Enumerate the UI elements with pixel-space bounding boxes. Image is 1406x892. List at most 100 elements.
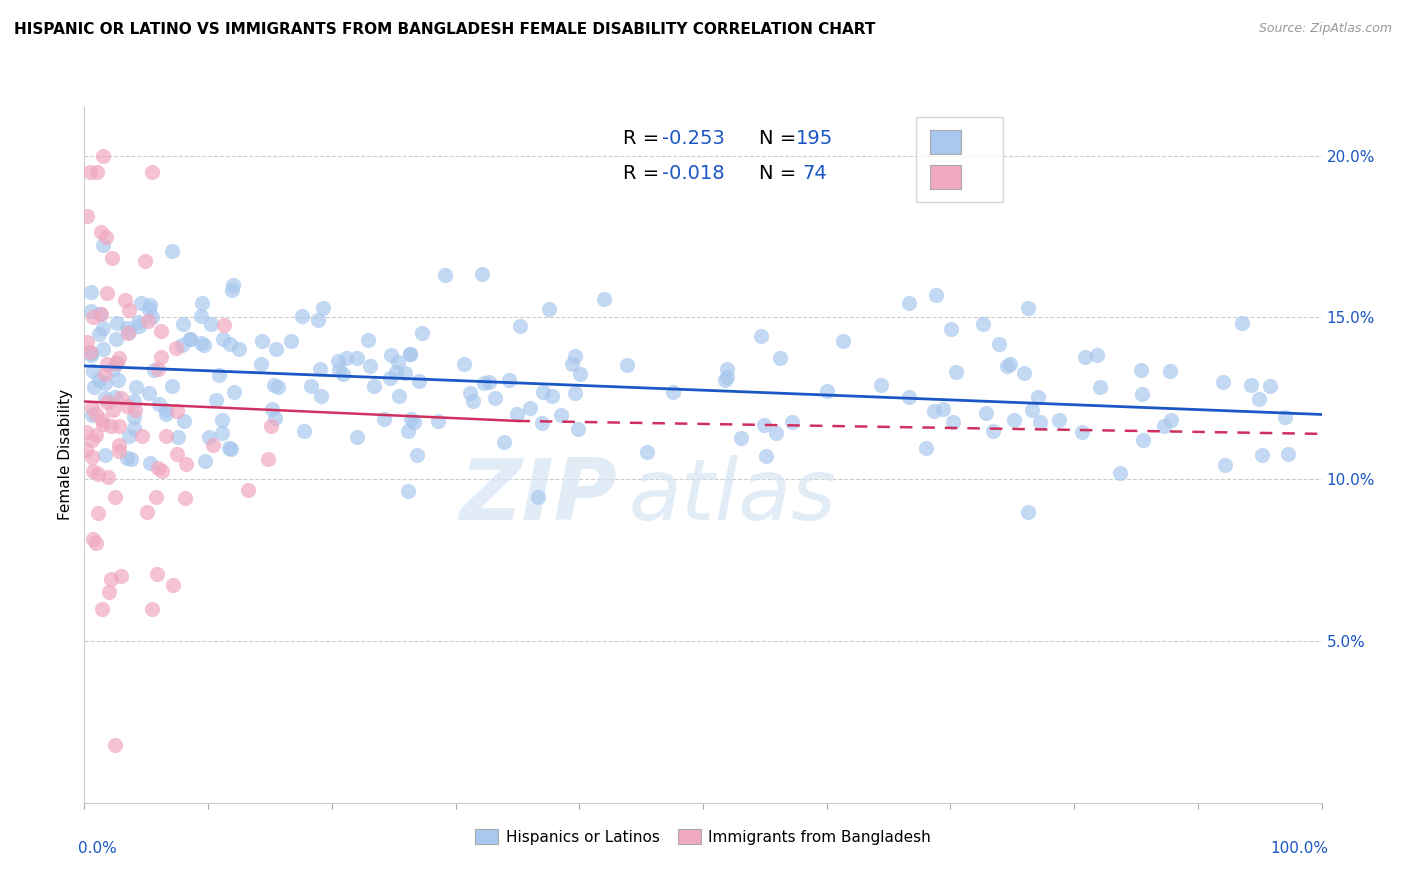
Point bbox=[124, 403, 146, 417]
Text: atlas: atlas bbox=[628, 455, 837, 538]
Text: R =: R = bbox=[623, 163, 665, 183]
Point bbox=[713, 373, 735, 387]
Point bbox=[394, 366, 416, 380]
Point bbox=[162, 378, 184, 392]
Point bbox=[91, 342, 114, 356]
Point bbox=[80, 450, 103, 464]
Point bbox=[346, 430, 368, 444]
Point bbox=[89, 307, 111, 321]
Point bbox=[538, 301, 561, 316]
Point bbox=[108, 444, 131, 458]
Legend: Hispanics or Latinos, Immigrants from Bangladesh: Hispanics or Latinos, Immigrants from Ba… bbox=[468, 822, 938, 851]
Text: Source: ZipAtlas.com: Source: ZipAtlas.com bbox=[1258, 22, 1392, 36]
Point bbox=[145, 490, 167, 504]
Point bbox=[346, 351, 368, 366]
Point bbox=[396, 425, 419, 439]
Point bbox=[101, 402, 124, 417]
Point bbox=[509, 319, 531, 334]
Point bbox=[398, 347, 420, 361]
Point bbox=[922, 404, 945, 418]
Point bbox=[1212, 376, 1234, 390]
Point bbox=[146, 566, 169, 581]
Point bbox=[1070, 425, 1092, 439]
Text: ZIP: ZIP bbox=[458, 455, 616, 538]
Point bbox=[76, 334, 98, 349]
Point bbox=[494, 435, 516, 450]
Point bbox=[91, 417, 114, 431]
Point bbox=[988, 337, 1011, 351]
Point bbox=[519, 401, 541, 416]
Point bbox=[404, 415, 426, 429]
Point bbox=[981, 424, 1004, 438]
Point bbox=[299, 378, 322, 392]
Point bbox=[661, 384, 683, 399]
Point bbox=[1017, 504, 1039, 518]
Point bbox=[146, 460, 169, 475]
Point bbox=[79, 165, 101, 179]
Point bbox=[1047, 413, 1070, 427]
Point bbox=[162, 578, 184, 592]
Point bbox=[326, 354, 349, 368]
Point bbox=[357, 333, 380, 347]
Point bbox=[870, 378, 893, 392]
Point bbox=[257, 452, 280, 467]
Point bbox=[190, 310, 212, 324]
Point bbox=[120, 452, 142, 467]
Point bbox=[91, 320, 114, 334]
Point bbox=[82, 364, 104, 378]
Point bbox=[925, 288, 948, 302]
Point bbox=[94, 367, 117, 381]
Point bbox=[166, 447, 188, 461]
Point bbox=[1002, 413, 1025, 427]
Point bbox=[378, 371, 401, 385]
Point bbox=[328, 363, 350, 377]
Point bbox=[75, 425, 97, 439]
Point bbox=[122, 394, 145, 409]
Point bbox=[162, 244, 184, 259]
Point bbox=[122, 421, 145, 435]
Point bbox=[550, 408, 572, 422]
Point bbox=[172, 338, 194, 352]
Point bbox=[201, 438, 224, 452]
Point bbox=[939, 322, 962, 336]
Point bbox=[399, 346, 422, 360]
Point bbox=[1108, 466, 1130, 480]
Point bbox=[385, 365, 408, 379]
Point bbox=[190, 336, 212, 351]
Point bbox=[104, 356, 127, 370]
Point bbox=[141, 601, 163, 615]
Point bbox=[531, 385, 554, 400]
Point bbox=[79, 285, 101, 299]
Point bbox=[90, 413, 112, 427]
Point bbox=[136, 505, 159, 519]
Point bbox=[540, 389, 562, 403]
Point bbox=[716, 370, 738, 384]
Point bbox=[396, 484, 419, 499]
Point bbox=[463, 394, 485, 409]
Point bbox=[166, 403, 188, 417]
Point bbox=[309, 389, 332, 403]
Point bbox=[79, 348, 101, 362]
Point bbox=[114, 293, 136, 308]
Point bbox=[211, 413, 233, 427]
Point bbox=[141, 310, 163, 324]
Point bbox=[128, 318, 150, 333]
Point bbox=[471, 267, 494, 281]
Point bbox=[208, 368, 231, 383]
Point bbox=[478, 375, 501, 389]
Point bbox=[193, 338, 215, 352]
Point bbox=[755, 450, 778, 464]
Point bbox=[561, 357, 583, 371]
Point bbox=[915, 441, 938, 455]
Point bbox=[204, 392, 226, 407]
Point bbox=[782, 415, 804, 429]
Text: -0.253: -0.253 bbox=[662, 128, 725, 148]
Point bbox=[945, 365, 967, 379]
Text: 0.0%: 0.0% bbox=[79, 841, 117, 856]
Point bbox=[110, 569, 132, 583]
Point bbox=[82, 532, 104, 546]
Point bbox=[100, 572, 122, 586]
Point bbox=[832, 334, 855, 348]
Point bbox=[291, 310, 314, 324]
Point bbox=[115, 321, 138, 335]
